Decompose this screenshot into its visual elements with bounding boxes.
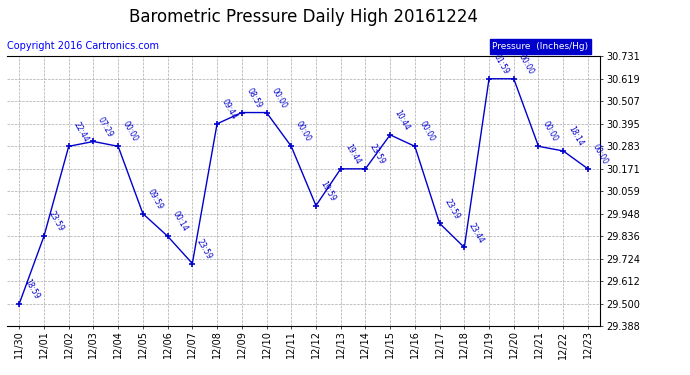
Text: Barometric Pressure Daily High 20161224: Barometric Pressure Daily High 20161224: [129, 8, 478, 26]
Text: 08:59: 08:59: [244, 86, 264, 110]
Text: 00:00: 00:00: [517, 53, 535, 76]
Text: 19:44: 19:44: [344, 142, 362, 166]
Text: 23:59: 23:59: [47, 210, 66, 233]
Text: 09:44: 09:44: [220, 98, 239, 121]
Text: 09:59: 09:59: [146, 188, 164, 211]
Text: 00:14: 00:14: [170, 210, 189, 233]
Text: 23:59: 23:59: [442, 197, 461, 220]
Text: 23:59: 23:59: [368, 142, 387, 166]
Text: 01:59: 01:59: [492, 53, 511, 76]
Text: 00:00: 00:00: [591, 142, 609, 166]
Text: 23:59: 23:59: [195, 237, 214, 261]
Text: 00:00: 00:00: [121, 120, 140, 144]
Text: Copyright 2016 Cartronics.com: Copyright 2016 Cartronics.com: [7, 41, 159, 51]
Text: 18:59: 18:59: [22, 278, 41, 301]
Text: 00:00: 00:00: [417, 120, 437, 144]
Text: 00:00: 00:00: [294, 120, 313, 144]
Text: Pressure  (Inches/Hg): Pressure (Inches/Hg): [492, 42, 589, 51]
Text: 18:14: 18:14: [566, 125, 584, 148]
Text: 07:29: 07:29: [96, 115, 115, 139]
Text: 10:44: 10:44: [393, 109, 412, 132]
Text: 00:00: 00:00: [541, 120, 560, 144]
Text: 00:00: 00:00: [269, 86, 288, 110]
Text: 19:59: 19:59: [319, 179, 337, 203]
Text: 23:44: 23:44: [467, 221, 486, 245]
Text: 22:44: 22:44: [72, 120, 90, 144]
